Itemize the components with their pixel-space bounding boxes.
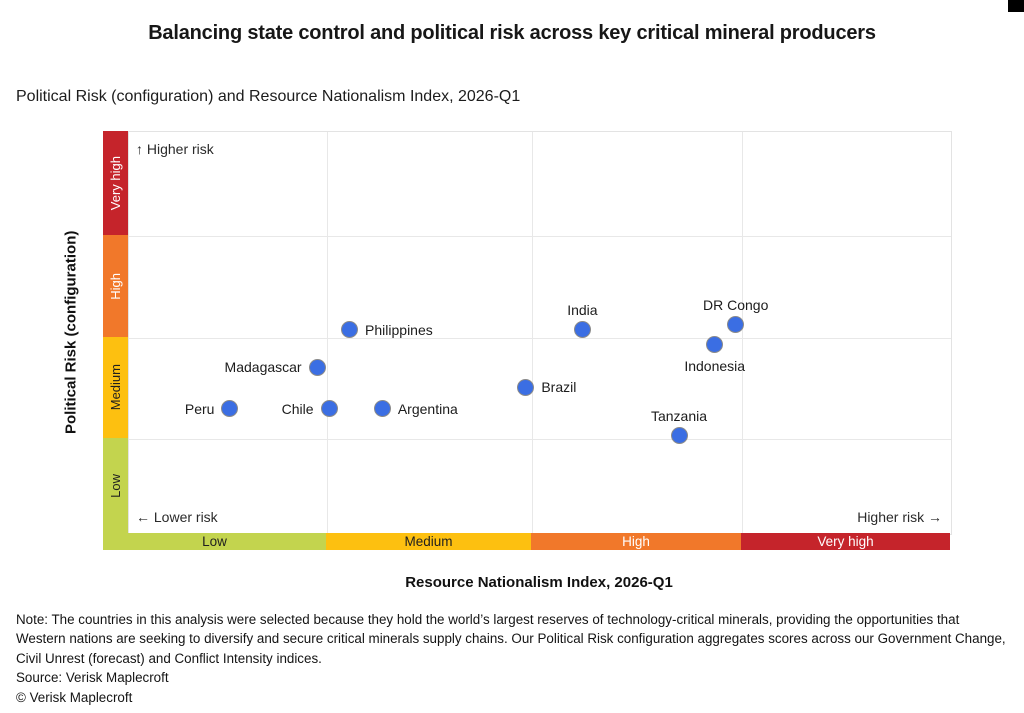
x-band-very-high: Very high	[741, 533, 950, 550]
source-text: Source: Verisk Maplecroft	[16, 670, 169, 686]
y-band-high: High	[103, 235, 128, 337]
point-dot	[221, 400, 239, 418]
data-point-argentina: Argentina	[373, 400, 458, 418]
footnote-block: Note: The countries in this analysis wer…	[16, 610, 1008, 707]
x-band-label: High	[622, 533, 650, 549]
x-band-label: Very high	[817, 533, 874, 549]
point-dot	[341, 321, 359, 339]
gridline-vertical	[741, 132, 743, 534]
gridline-vertical	[532, 132, 534, 534]
x-axis-band-strip: Low Medium High Very high	[103, 533, 950, 550]
x-band-high: High	[531, 533, 741, 550]
lower-risk-left-annotation: ← Lower risk	[136, 509, 218, 525]
y-band-label: Very high	[108, 155, 123, 211]
point-dot	[308, 358, 326, 376]
chart-subtitle: Political Risk (configuration) and Resou…	[16, 88, 521, 105]
y-band-very-high: Very high	[103, 131, 128, 235]
y-band-label: High	[108, 272, 123, 300]
x-axis-title: Resource Nationalism Index, 2026-Q1	[405, 574, 673, 591]
higher-risk-right-annotation: Higher risk →	[857, 509, 942, 525]
point-label: India	[567, 302, 598, 319]
x-band-label: Low	[202, 533, 227, 549]
y-band-label: Low	[108, 473, 123, 498]
point-dot	[727, 316, 745, 334]
data-point-indonesia: Indonesia	[684, 335, 745, 373]
plot-area: ↑ Higher risk ← Lower risk Higher risk →…	[128, 131, 952, 535]
y-axis-band-column: Very high High Medium Low	[103, 131, 128, 533]
gridline-horizontal	[129, 439, 951, 440]
data-point-tanzania: Tanzania	[651, 409, 707, 445]
point-label: Argentina	[397, 400, 458, 417]
point-label: Madagascar	[224, 359, 302, 376]
x-band-medium: Medium	[326, 533, 531, 550]
point-label: Philippines	[365, 321, 433, 338]
x-band-label: Medium	[404, 533, 453, 549]
note-text: Note: The countries in this analysis wer…	[16, 612, 1006, 666]
chart-title: Balancing state control and political ri…	[148, 22, 876, 44]
point-dot	[573, 321, 591, 339]
x-band-low: Low	[103, 533, 326, 550]
higher-risk-up-annotation: ↑ Higher risk	[136, 141, 214, 157]
point-label: Indonesia	[684, 357, 746, 374]
point-dot	[320, 400, 338, 418]
corner-mark	[1008, 0, 1024, 12]
point-dot	[670, 427, 688, 445]
gridline-horizontal	[129, 337, 951, 339]
data-point-dr-congo: DR Congo	[703, 298, 768, 334]
data-point-philippines: Philippines	[341, 321, 433, 339]
point-dot	[517, 378, 535, 396]
point-label: Tanzania	[650, 408, 708, 425]
data-point-chile: Chile	[282, 400, 338, 418]
y-band-label: Medium	[108, 364, 123, 411]
gridline-vertical	[327, 132, 329, 534]
point-label: Chile	[281, 400, 314, 417]
point-dot	[706, 335, 724, 353]
copyright-text: © Verisk Maplecroft	[16, 689, 133, 705]
y-axis-title: Political Risk (configuration)	[62, 230, 80, 434]
data-point-madagascar: Madagascar	[225, 358, 326, 376]
point-label: DR Congo	[703, 297, 769, 314]
gridline-horizontal	[129, 235, 951, 237]
data-point-india: India	[567, 303, 598, 339]
point-dot	[373, 400, 391, 418]
y-band-low: Low	[103, 438, 128, 533]
point-label: Peru	[184, 400, 215, 417]
point-label: Brazil	[541, 379, 577, 396]
data-point-brazil: Brazil	[517, 378, 576, 396]
data-point-peru: Peru	[185, 400, 239, 418]
y-band-medium: Medium	[103, 337, 128, 438]
